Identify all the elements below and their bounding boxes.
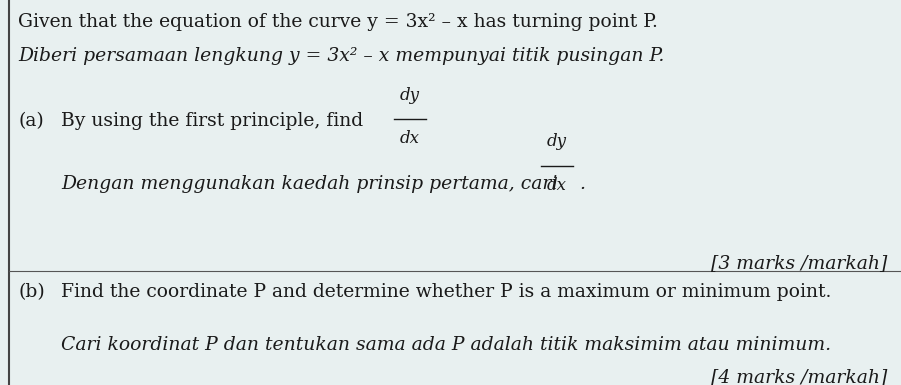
Text: Given that the equation of the curve y = 3x² – x has turning point P.: Given that the equation of the curve y =… [18, 13, 658, 32]
Text: Cari koordinat P dan tentukan sama ada P adalah titik maksimim atau minimum.: Cari koordinat P dan tentukan sama ada P… [61, 336, 832, 354]
Text: Dengan menggunakan kaedah prinsip pertama, cari: Dengan menggunakan kaedah prinsip pertam… [61, 175, 558, 193]
Text: Diberi persamaan lengkung y = 3x² – x mempunyai titik pusingan P.: Diberi persamaan lengkung y = 3x² – x me… [18, 47, 664, 65]
Text: dx: dx [547, 177, 567, 194]
Text: dy: dy [400, 87, 420, 104]
Text: .: . [579, 175, 586, 193]
Text: [4 marks /markah]: [4 marks /markah] [711, 368, 887, 385]
Text: (a): (a) [18, 112, 44, 130]
Text: [3 marks /markah]: [3 marks /markah] [711, 254, 887, 272]
Text: (b): (b) [18, 283, 45, 301]
Text: dy: dy [547, 133, 567, 150]
Text: dx: dx [400, 130, 420, 147]
Text: By using the first principle, find: By using the first principle, find [61, 112, 363, 130]
Text: Find the coordinate P and determine whether P is a maximum or minimum point.: Find the coordinate P and determine whet… [61, 283, 832, 301]
